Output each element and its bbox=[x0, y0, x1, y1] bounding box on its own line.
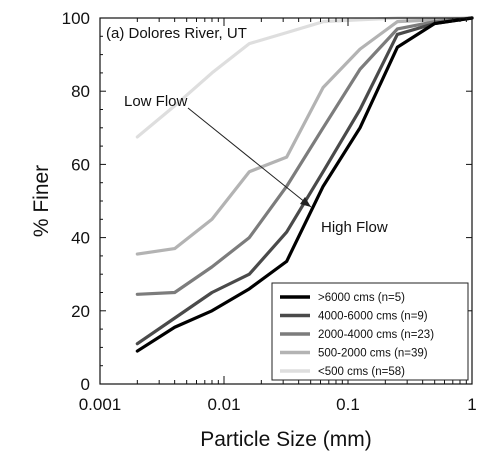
y-tick-label: 40 bbox=[71, 229, 90, 248]
series-line-4 bbox=[135, 16, 474, 256]
panel-label: (a) Dolores River, UT bbox=[106, 25, 247, 42]
legend-label: >6000 cms (n=5) bbox=[318, 292, 405, 304]
x-tick-label: 0.001 bbox=[79, 395, 122, 414]
annotation-low-flow: Low Flow bbox=[124, 93, 188, 110]
tick-layer: 0 20 40 60 80 100 0.001 0.01 0.1 1 bbox=[62, 9, 477, 414]
y-tick-label: 60 bbox=[71, 155, 90, 174]
legend-label: 2000-4000 cms (n=23) bbox=[318, 329, 434, 341]
legend: >6000 cms (n=5) 4000-6000 cms (n=9) 2000-4… bbox=[271, 282, 469, 381]
y-tick-label: 80 bbox=[71, 82, 90, 101]
x-tick-label: 0.1 bbox=[336, 395, 360, 414]
legend-box bbox=[271, 282, 469, 381]
y-axis-title: % Finer bbox=[30, 165, 53, 237]
x-axis-title: Particle Size (mm) bbox=[200, 428, 372, 451]
x-tick-label: 0.01 bbox=[207, 395, 240, 414]
annotation-high-flow: High Flow bbox=[321, 219, 388, 236]
y-tick-label: 0 bbox=[81, 375, 90, 394]
flow-arrow-line bbox=[187, 107, 312, 208]
series-line-3 bbox=[135, 16, 474, 296]
flow-arrow-head bbox=[300, 197, 311, 207]
legend-label: 500-2000 cms (n=39) bbox=[318, 348, 428, 360]
legend-label: <500 cms (n=58) bbox=[318, 366, 405, 378]
legend-label: 4000-6000 cms (n=9) bbox=[318, 311, 428, 323]
y-tick-label: 100 bbox=[62, 9, 90, 28]
y-tick-label: 20 bbox=[71, 302, 90, 321]
legend-items: >6000 cms (n=5) 4000-6000 cms (n=9) 2000-4… bbox=[280, 292, 434, 378]
x-tick-label: 1 bbox=[467, 395, 476, 414]
series-line-1 bbox=[135, 16, 474, 353]
